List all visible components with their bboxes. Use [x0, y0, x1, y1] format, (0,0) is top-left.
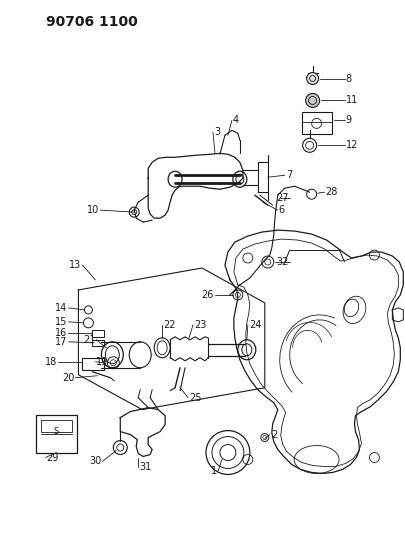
Text: 21: 21	[83, 335, 95, 345]
Text: 7: 7	[286, 170, 292, 180]
Text: 18: 18	[45, 357, 58, 367]
Text: 13: 13	[69, 260, 81, 270]
Bar	[82, 358, 104, 370]
Text: 10: 10	[87, 205, 99, 215]
Text: 11: 11	[345, 95, 358, 106]
Text: 26: 26	[202, 290, 214, 300]
Bar	[36, 415, 77, 453]
Text: 25: 25	[189, 393, 202, 402]
Text: 16: 16	[55, 328, 68, 338]
Text: 24: 24	[249, 320, 261, 330]
Circle shape	[307, 72, 319, 84]
Bar	[92, 340, 104, 346]
Text: 4: 4	[233, 115, 239, 125]
Text: 20: 20	[62, 373, 75, 383]
Text: 22: 22	[163, 320, 176, 330]
Bar	[302, 112, 332, 134]
Text: 19: 19	[96, 357, 109, 367]
Circle shape	[306, 93, 320, 108]
Bar	[40, 419, 72, 432]
Text: 27: 27	[276, 193, 289, 203]
Text: 15: 15	[55, 317, 68, 327]
Text: S: S	[54, 427, 59, 436]
Text: 32: 32	[276, 257, 289, 267]
Text: 6: 6	[279, 205, 285, 215]
Text: 9: 9	[345, 115, 352, 125]
Text: 12: 12	[345, 140, 358, 150]
Text: 29: 29	[47, 453, 59, 463]
Text: 17: 17	[55, 337, 68, 347]
Text: 8: 8	[345, 75, 352, 85]
Text: 1: 1	[211, 466, 217, 477]
Text: 2: 2	[271, 430, 277, 440]
Text: 28: 28	[326, 187, 338, 197]
Text: 90706 1100: 90706 1100	[45, 15, 137, 29]
Text: 14: 14	[55, 303, 68, 313]
Text: 30: 30	[89, 456, 101, 466]
Text: 31: 31	[139, 463, 151, 472]
Text: 23: 23	[194, 320, 207, 330]
Text: 3: 3	[214, 127, 220, 138]
Bar	[92, 330, 104, 337]
